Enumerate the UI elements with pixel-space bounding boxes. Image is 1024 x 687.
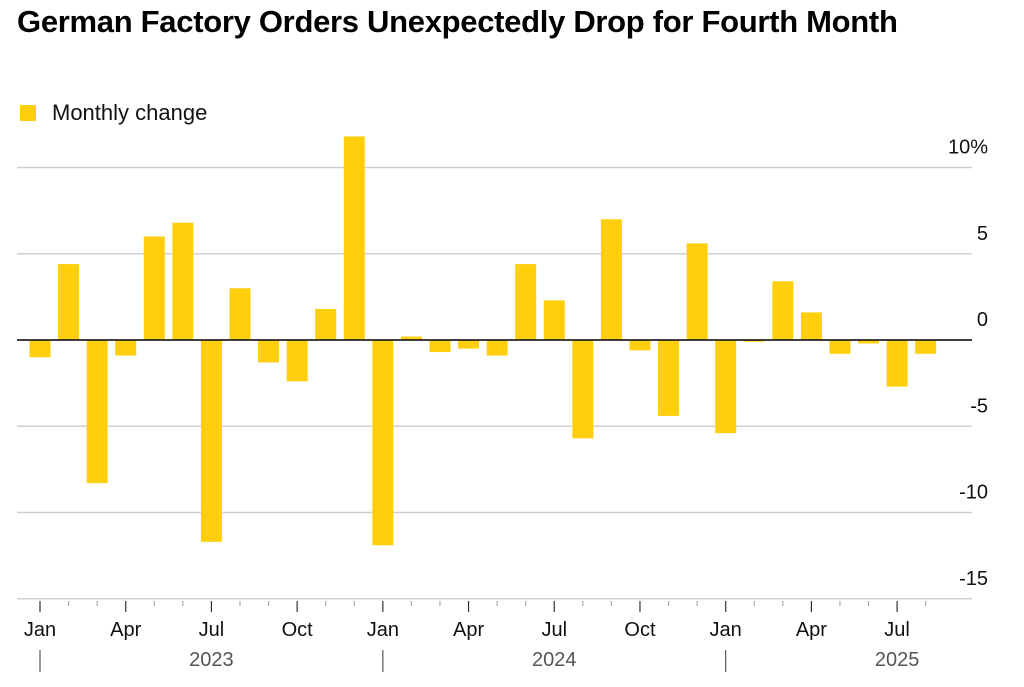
chart-title: German Factory Orders Unexpectedly Drop … — [17, 4, 898, 39]
y-tick-label: 5 — [977, 223, 988, 245]
bar — [858, 340, 880, 344]
legend: Monthly change — [20, 100, 207, 126]
bar — [86, 340, 108, 484]
x-tick-label: Oct — [282, 619, 314, 641]
legend-swatch — [20, 105, 36, 121]
bar — [58, 264, 80, 340]
year-label: 2024 — [532, 649, 577, 671]
legend-label: Monthly change — [52, 100, 208, 125]
year-label: 2025 — [875, 649, 920, 671]
bar — [315, 308, 337, 340]
x-tick-label: Apr — [110, 619, 141, 641]
bar — [29, 340, 51, 358]
bar — [715, 340, 737, 434]
bar — [200, 340, 222, 542]
bar — [800, 312, 822, 340]
bar — [572, 340, 594, 439]
bar — [458, 340, 480, 349]
bar — [115, 340, 137, 356]
x-tick-label: Jul — [541, 619, 567, 641]
bar — [829, 340, 851, 354]
x-tick-label: Apr — [796, 619, 827, 641]
x-tick-label: Jan — [24, 619, 56, 641]
y-tick-label: -5 — [970, 395, 988, 417]
x-tick-label: Jul — [199, 619, 225, 641]
bar — [429, 340, 451, 353]
bar — [258, 340, 280, 363]
bar — [143, 236, 165, 340]
bar — [400, 336, 422, 340]
bar — [686, 243, 708, 340]
bar — [915, 340, 937, 354]
x-tick-label: Oct — [624, 619, 656, 641]
bar — [372, 340, 394, 546]
x-tick-label: Jan — [710, 619, 742, 641]
y-tick-label: -15 — [959, 568, 988, 590]
bar — [600, 219, 622, 340]
bar — [515, 264, 537, 340]
x-tick-label: Apr — [453, 619, 484, 641]
year-label: 2023 — [189, 649, 234, 671]
bar — [658, 340, 680, 416]
bar — [343, 136, 365, 340]
y-tick-label: 0 — [977, 309, 988, 331]
bar — [629, 340, 651, 351]
bar — [229, 288, 251, 340]
y-tick-label: -10 — [959, 482, 988, 504]
bar — [543, 300, 565, 340]
bar — [486, 340, 508, 356]
bar — [286, 340, 308, 382]
x-tick-label: Jan — [367, 619, 399, 641]
x-tick-label: Jul — [884, 619, 910, 641]
bar — [772, 281, 794, 340]
bar — [886, 340, 908, 387]
y-tick-label: 10% — [948, 137, 988, 159]
bar — [172, 222, 194, 340]
